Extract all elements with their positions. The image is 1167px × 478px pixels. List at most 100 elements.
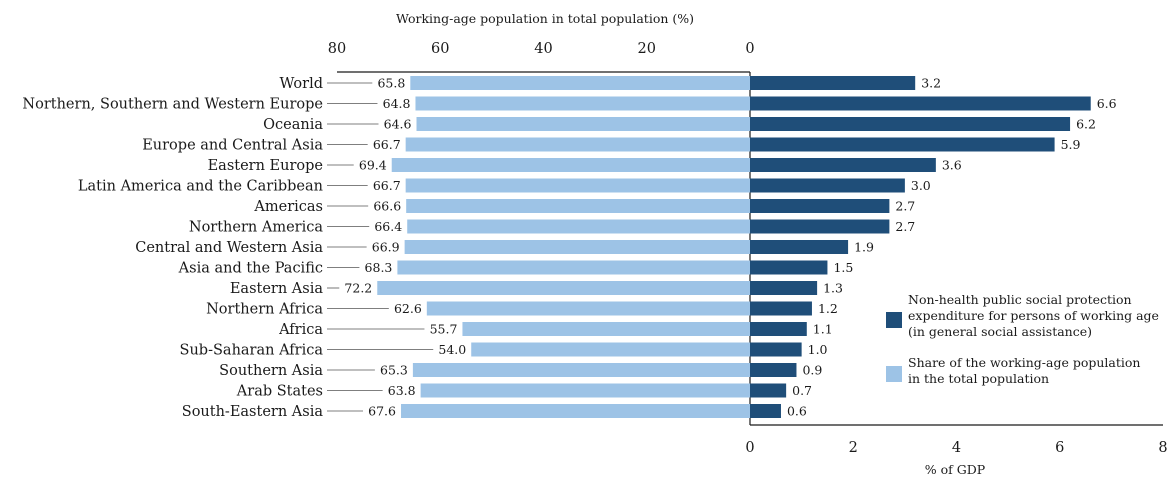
expenditure-bar bbox=[750, 404, 781, 418]
working-age-share-value: 69.4 bbox=[359, 158, 387, 173]
category-label: Sub-Saharan Africa bbox=[180, 343, 324, 359]
expenditure-value: 6.6 bbox=[1097, 96, 1117, 111]
working-age-share-value: 64.8 bbox=[383, 96, 411, 111]
legend-label: Non-health public social protection bbox=[908, 292, 1132, 307]
working-age-share-value: 65.3 bbox=[380, 363, 408, 378]
category-label: Central and Western Asia bbox=[135, 240, 323, 256]
expenditure-bar bbox=[750, 137, 1055, 152]
expenditure-value: 1.0 bbox=[808, 342, 828, 357]
expenditure-value: 1.5 bbox=[833, 260, 853, 275]
working-age-share-value: 66.7 bbox=[373, 178, 401, 193]
category-label: Northern, Southern and Western Europe bbox=[22, 97, 323, 113]
category-label: Asia and the Pacific bbox=[178, 261, 323, 277]
working-age-share-value: 64.6 bbox=[384, 117, 412, 132]
expenditure-bar bbox=[750, 158, 936, 172]
expenditure-bar bbox=[750, 342, 802, 357]
working-age-share-value: 67.6 bbox=[368, 404, 396, 419]
top-axis-tick-label: 0 bbox=[745, 41, 754, 57]
working-age-share-value: 66.4 bbox=[374, 219, 402, 234]
legend-label: in the total population bbox=[908, 371, 1049, 386]
bottom-axis-tick-label: 0 bbox=[745, 440, 754, 456]
bottom-axis-tick-label: 6 bbox=[1055, 440, 1064, 456]
expenditure-bar bbox=[750, 96, 1091, 111]
working-age-share-bar bbox=[405, 178, 750, 193]
expenditure-bar bbox=[750, 260, 828, 275]
expenditure-value: 2.7 bbox=[895, 219, 915, 234]
category-label: Southern Asia bbox=[219, 363, 323, 379]
working-age-share-value: 66.6 bbox=[373, 199, 401, 214]
expenditure-bar bbox=[750, 117, 1071, 131]
working-age-share-bar bbox=[420, 383, 750, 398]
expenditure-bar bbox=[750, 322, 807, 336]
working-age-share-bar bbox=[415, 96, 750, 111]
working-age-share-value: 63.8 bbox=[388, 383, 416, 398]
expenditure-value: 1.3 bbox=[823, 281, 843, 296]
category-label: Eastern Asia bbox=[230, 281, 324, 297]
working-age-share-value: 66.9 bbox=[372, 240, 400, 255]
working-age-share-bar bbox=[410, 76, 750, 90]
top-axis-tick-label: 60 bbox=[431, 41, 449, 57]
working-age-share-value: 72.2 bbox=[344, 281, 372, 296]
working-age-share-value: 66.7 bbox=[373, 137, 401, 152]
expenditure-value: 5.9 bbox=[1061, 137, 1081, 152]
working-age-share-bar bbox=[407, 219, 750, 234]
category-label: Europe and Central Asia bbox=[142, 138, 323, 154]
expenditure-value: 3.0 bbox=[911, 178, 931, 193]
category-label: Latin America and the Caribbean bbox=[78, 179, 323, 195]
top-axis-tick-label: 40 bbox=[534, 41, 552, 57]
working-age-share-value: 55.7 bbox=[430, 322, 458, 337]
working-age-share-bar bbox=[412, 363, 750, 377]
working-age-share-bar bbox=[416, 117, 750, 131]
working-age-share-bar bbox=[406, 199, 750, 213]
category-label: South-Eastern Asia bbox=[182, 404, 324, 420]
expenditure-value: 1.9 bbox=[854, 240, 874, 255]
legend-swatch-expenditure bbox=[886, 312, 902, 328]
working-age-share-bar bbox=[426, 301, 750, 316]
expenditure-bar bbox=[750, 281, 818, 295]
working-age-share-value: 65.8 bbox=[377, 76, 405, 91]
expenditure-value: 1.2 bbox=[818, 301, 838, 316]
expenditure-value: 3.2 bbox=[921, 76, 941, 91]
bottom-axis-tick-label: 4 bbox=[952, 440, 961, 456]
expenditure-value: 0.7 bbox=[792, 383, 812, 398]
working-age-share-bar bbox=[397, 260, 750, 275]
working-age-share-bar bbox=[391, 158, 750, 172]
legend-label: expenditure for persons of working age bbox=[908, 308, 1159, 323]
category-label: Oceania bbox=[263, 117, 323, 133]
bottom-axis-tick-label: 2 bbox=[849, 440, 858, 456]
working-age-share-bar bbox=[404, 240, 750, 254]
category-label: Africa bbox=[278, 322, 323, 338]
working-age-share-bar bbox=[405, 137, 750, 152]
legend-swatch-working-age bbox=[886, 366, 902, 382]
legend-label: Share of the working-age population bbox=[908, 355, 1140, 370]
expenditure-value: 6.2 bbox=[1076, 117, 1096, 132]
expenditure-bar bbox=[750, 199, 890, 213]
category-label: Northern America bbox=[189, 220, 323, 236]
expenditure-bar bbox=[750, 363, 797, 377]
expenditure-value: 1.1 bbox=[813, 322, 833, 337]
category-label: World bbox=[280, 76, 324, 92]
top-axis-tick-label: 80 bbox=[328, 41, 346, 57]
expenditure-value: 2.7 bbox=[895, 199, 915, 214]
working-age-share-value: 54.0 bbox=[438, 342, 466, 357]
bottom-axis-tick-label: 8 bbox=[1158, 440, 1167, 456]
expenditure-bar bbox=[750, 383, 787, 398]
top-axis-title: Working-age population in total populati… bbox=[396, 11, 694, 26]
working-age-share-bar bbox=[471, 342, 750, 357]
working-age-share-bar bbox=[377, 281, 750, 295]
legend-label: (in general social assistance) bbox=[908, 324, 1092, 339]
working-age-share-bar bbox=[462, 322, 750, 336]
expenditure-value: 0.9 bbox=[802, 363, 822, 378]
category-label: Eastern Europe bbox=[208, 158, 323, 174]
expenditure-value: 3.6 bbox=[942, 158, 962, 173]
category-label: Arab States bbox=[236, 384, 323, 400]
working-age-share-bar bbox=[401, 404, 750, 418]
expenditure-bar bbox=[750, 240, 849, 254]
expenditure-bar bbox=[750, 219, 890, 234]
category-label: Northern Africa bbox=[206, 302, 323, 318]
expenditure-value: 0.6 bbox=[787, 404, 807, 419]
expenditure-bar bbox=[750, 178, 905, 193]
working-age-share-value: 68.3 bbox=[365, 260, 393, 275]
